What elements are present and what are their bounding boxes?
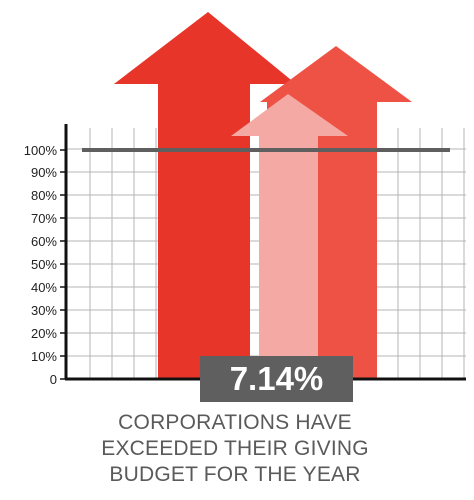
y-tick-label: 80% — [31, 188, 57, 203]
y-tick-label: 50% — [31, 257, 57, 272]
y-tick-label: 30% — [31, 303, 57, 318]
arrow-bars — [114, 12, 412, 379]
y-tick-label: 10% — [31, 349, 57, 364]
y-tick-label: 40% — [31, 280, 57, 295]
y-tick-label: 60% — [31, 234, 57, 249]
y-axis-ticks: 0 10% 20% 30% 40% 50% 60% 70% 80% 90% 100% — [24, 143, 66, 387]
caption-line-2: EXCEEDED THEIR GIVING — [101, 437, 369, 460]
caption-text: CORPORATIONS HAVE EXCEEDED THEIR GIVING … — [80, 410, 390, 488]
y-tick-label: 70% — [31, 211, 57, 226]
statistic-callout: 7.14% — [200, 356, 353, 402]
arrow-bar-3 — [231, 94, 348, 379]
caption-line-3: BUDGET FOR THE YEAR — [109, 463, 361, 486]
caption-line-1: CORPORATIONS HAVE — [118, 411, 352, 434]
y-tick-label: 0 — [50, 372, 57, 387]
y-tick-label: 90% — [31, 165, 57, 180]
arrow-bar-1 — [114, 12, 296, 379]
y-tick-label: 20% — [31, 326, 57, 341]
y-tick-label: 100% — [24, 143, 58, 158]
